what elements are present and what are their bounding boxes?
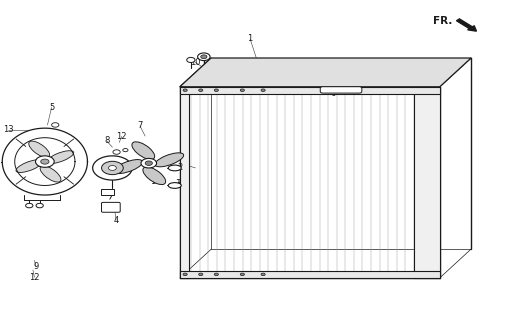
Text: 13: 13: [3, 125, 13, 134]
Circle shape: [141, 158, 157, 168]
Circle shape: [26, 203, 33, 208]
Circle shape: [52, 123, 59, 127]
Ellipse shape: [114, 160, 143, 173]
Circle shape: [261, 273, 265, 276]
Circle shape: [183, 273, 187, 276]
Text: 6: 6: [330, 89, 336, 98]
Ellipse shape: [132, 142, 155, 159]
Circle shape: [145, 161, 153, 165]
FancyBboxPatch shape: [320, 87, 362, 93]
FancyBboxPatch shape: [102, 202, 120, 212]
FancyArrow shape: [456, 19, 476, 31]
FancyBboxPatch shape: [101, 189, 115, 195]
Circle shape: [93, 156, 132, 180]
Ellipse shape: [168, 165, 181, 171]
Text: 12: 12: [117, 132, 127, 141]
Text: 5: 5: [49, 103, 54, 112]
Circle shape: [214, 89, 218, 92]
Text: 3: 3: [176, 180, 181, 188]
Bar: [180, 87, 440, 94]
Text: 10: 10: [190, 58, 201, 67]
Ellipse shape: [16, 160, 43, 172]
Ellipse shape: [143, 167, 166, 185]
Ellipse shape: [29, 141, 49, 157]
Ellipse shape: [168, 183, 181, 188]
Text: 11: 11: [207, 58, 218, 67]
Circle shape: [261, 89, 265, 92]
Circle shape: [199, 89, 203, 92]
Text: 8: 8: [104, 136, 109, 145]
Text: 12: 12: [29, 273, 40, 282]
Text: 4: 4: [114, 216, 119, 225]
Text: 14: 14: [150, 177, 161, 186]
Ellipse shape: [40, 166, 61, 182]
Circle shape: [35, 156, 54, 167]
Circle shape: [199, 273, 203, 276]
Ellipse shape: [155, 153, 184, 167]
Circle shape: [240, 89, 244, 92]
Circle shape: [187, 57, 195, 62]
Circle shape: [240, 273, 244, 276]
Circle shape: [183, 89, 187, 92]
Bar: [414, 87, 440, 278]
Circle shape: [201, 55, 207, 59]
Circle shape: [197, 53, 210, 60]
Circle shape: [123, 148, 128, 152]
Circle shape: [36, 203, 43, 208]
Circle shape: [102, 161, 123, 175]
Text: 9: 9: [33, 262, 39, 271]
Bar: [180, 271, 440, 278]
Circle shape: [41, 159, 49, 164]
Ellipse shape: [47, 151, 74, 164]
Text: 7: 7: [137, 121, 143, 131]
Circle shape: [214, 273, 218, 276]
Circle shape: [108, 165, 116, 170]
Text: FR.: FR.: [433, 16, 453, 27]
Polygon shape: [180, 58, 471, 87]
Circle shape: [113, 150, 120, 154]
Bar: [180, 87, 189, 278]
Text: 1: 1: [247, 35, 253, 44]
Text: 2: 2: [177, 164, 182, 172]
